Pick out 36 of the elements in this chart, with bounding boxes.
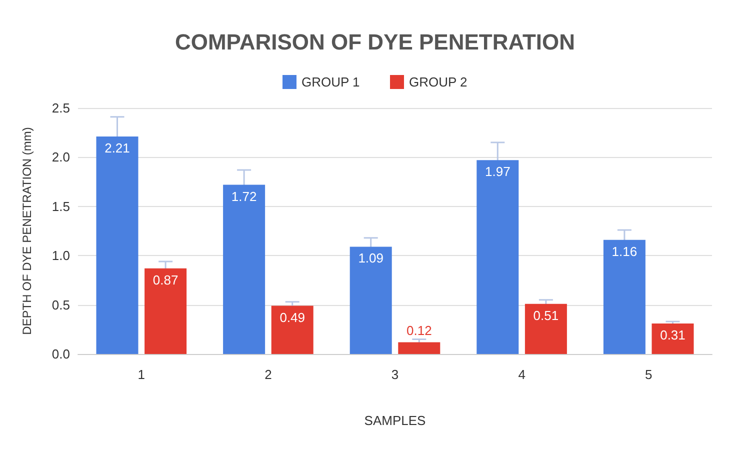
y-tick-label: 1.5	[52, 198, 70, 214]
x-tick-label: 1	[138, 367, 146, 382]
data-label: 2.21	[104, 140, 130, 156]
bar	[524, 304, 567, 354]
y-tick-label: 1.0	[52, 248, 70, 264]
bar	[603, 240, 646, 354]
bar	[223, 184, 266, 354]
data-label: 0.87	[152, 272, 178, 288]
data-label: 0.49	[280, 310, 306, 325]
y-tick-label: 0.5	[52, 297, 70, 312]
x-tick-label: 4	[518, 367, 526, 382]
bar	[652, 323, 694, 354]
x-tick-label: 5	[644, 367, 652, 382]
bar	[350, 246, 392, 354]
y-axis-title: DEPTH OF DYE PENETRATION (mm)	[20, 127, 34, 335]
bar	[398, 342, 440, 354]
bar	[144, 268, 187, 354]
data-label: 0.31	[660, 327, 686, 342]
y-tick-label: 2.0	[52, 150, 70, 165]
bar	[476, 160, 519, 354]
data-label: 1.97	[484, 164, 510, 180]
x-axis-title: SAMPLES	[364, 413, 426, 428]
chart-title: COMPARISON OF DYE PENETRATION	[174, 30, 576, 54]
data-label: 1.09	[358, 250, 384, 266]
y-tick-label: 2.5	[52, 100, 70, 116]
legend-label: GROUP 1	[301, 74, 360, 90]
data-label: 1.72	[231, 188, 257, 204]
data-label: 0.12	[406, 323, 432, 338]
data-label: 0.51	[533, 308, 559, 323]
data-label: 1.16	[612, 244, 638, 259]
y-tick-label: 0.0	[52, 346, 70, 362]
bar	[271, 306, 314, 354]
legend-label: GROUP 2	[409, 74, 468, 90]
x-tick-label: 3	[391, 367, 399, 382]
bar	[96, 136, 138, 354]
x-tick-label: 2	[264, 367, 272, 382]
